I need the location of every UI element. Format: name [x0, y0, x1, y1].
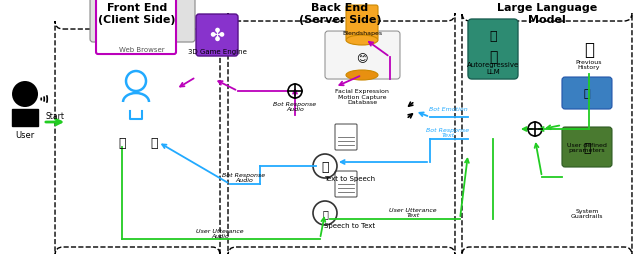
- Text: 😊: 😊: [356, 54, 368, 64]
- FancyBboxPatch shape: [335, 124, 357, 150]
- Text: Back End
(Server Side): Back End (Server Side): [299, 3, 381, 25]
- Text: Bot Response
Audio: Bot Response Audio: [273, 101, 317, 112]
- FancyBboxPatch shape: [468, 20, 518, 80]
- FancyBboxPatch shape: [562, 128, 612, 167]
- Text: ✤: ✤: [209, 27, 225, 45]
- Text: Previous
History: Previous History: [576, 59, 602, 70]
- FancyBboxPatch shape: [335, 171, 357, 197]
- Text: Text to Speech: Text to Speech: [324, 175, 376, 181]
- Text: Autoregressive
LLM: Autoregressive LLM: [467, 61, 519, 74]
- Text: 🎤: 🎤: [322, 208, 328, 218]
- Text: Speech to Text: Speech to Text: [324, 222, 376, 228]
- Text: Front End
(Client Side): Front End (Client Side): [99, 3, 176, 25]
- Text: 🔊: 🔊: [321, 160, 329, 173]
- Text: User Utterance
Audio: User Utterance Audio: [196, 228, 244, 239]
- Ellipse shape: [346, 71, 378, 81]
- Text: Bot Emotion: Bot Emotion: [429, 106, 467, 111]
- Text: 🕐: 🕐: [584, 41, 594, 59]
- Text: User: User: [15, 130, 35, 139]
- Text: System
Guardrails: System Guardrails: [571, 208, 604, 218]
- Text: Facial Expression
Motion Capture
Database: Facial Expression Motion Capture Databas…: [335, 88, 389, 105]
- Text: 🖥: 🖥: [584, 89, 590, 99]
- Text: 📋: 📋: [583, 141, 591, 154]
- Polygon shape: [12, 109, 38, 126]
- FancyBboxPatch shape: [90, 0, 195, 43]
- Text: 3D Game Engine: 3D Game Engine: [188, 49, 246, 55]
- FancyBboxPatch shape: [562, 78, 612, 109]
- FancyBboxPatch shape: [96, 0, 176, 55]
- Text: Bot Response
Text: Bot Response Text: [426, 127, 470, 138]
- FancyBboxPatch shape: [325, 32, 400, 80]
- Text: User defined
parameters: User defined parameters: [567, 142, 607, 153]
- Text: 🔊: 🔊: [150, 136, 158, 149]
- Ellipse shape: [346, 36, 378, 46]
- FancyBboxPatch shape: [346, 6, 378, 41]
- Circle shape: [12, 82, 38, 108]
- Text: Web Browser: Web Browser: [119, 47, 165, 53]
- Text: 👤: 👤: [489, 30, 497, 43]
- FancyBboxPatch shape: [196, 15, 238, 57]
- Text: Bot Response
Audio: Bot Response Audio: [223, 172, 266, 183]
- Text: Large Language
Model: Large Language Model: [497, 3, 597, 25]
- Text: Start: Start: [45, 111, 65, 120]
- Text: Blendshapes: Blendshapes: [342, 30, 382, 35]
- Text: 🎤: 🎤: [118, 136, 126, 149]
- Text: 🧠: 🧠: [489, 50, 497, 64]
- Text: User Utterance
Text: User Utterance Text: [389, 207, 437, 217]
